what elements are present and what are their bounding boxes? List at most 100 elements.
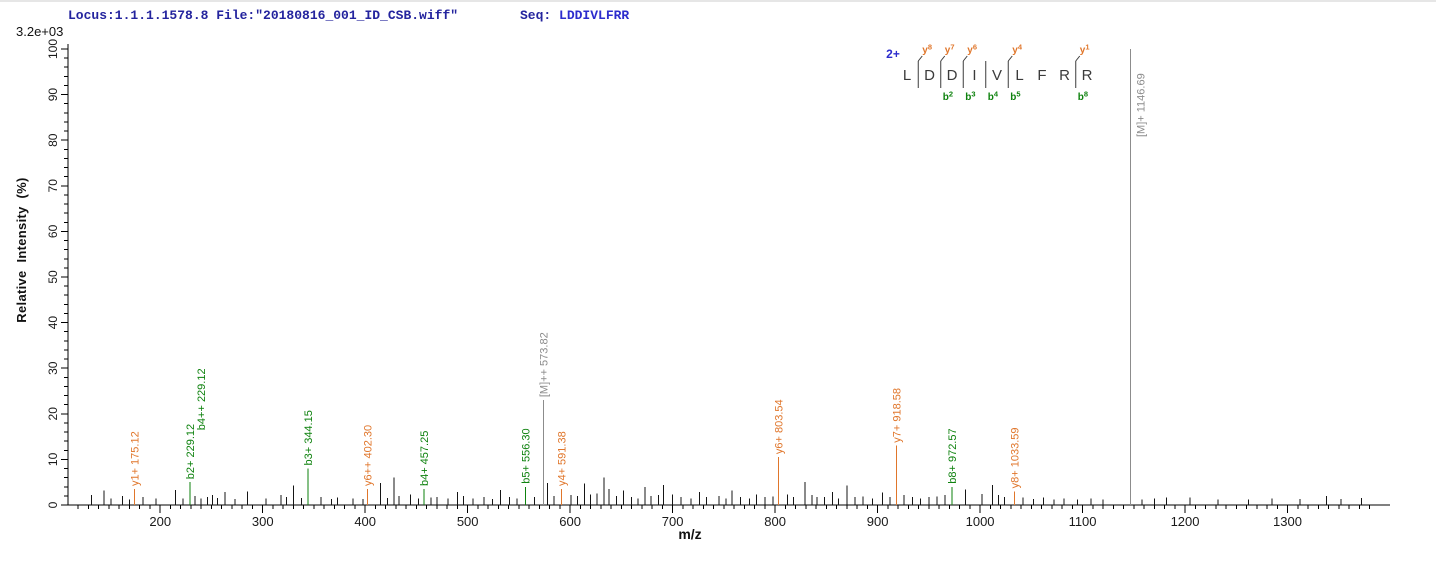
peak-label: y1+ 175.12 xyxy=(130,431,142,486)
svg-text:20: 20 xyxy=(46,407,60,421)
peak-label: b4+ 457.25 xyxy=(419,431,431,486)
svg-text:y8+ 1033.59: y8+ 1033.59 xyxy=(1010,427,1022,488)
residue-7-F: F xyxy=(1037,67,1046,84)
x-tick-label: 400 xyxy=(354,514,376,529)
svg-text:0: 0 xyxy=(46,501,60,508)
x-tick-label: 1200 xyxy=(1171,514,1200,529)
residue-2-D: D xyxy=(924,67,935,84)
y-tick-label: 0 xyxy=(46,501,60,508)
axes xyxy=(67,44,1390,506)
y-ion-label-y6: y6 xyxy=(967,43,977,57)
peak-y6-402: y6++ 402.30 xyxy=(363,425,375,505)
peak-y7-919: y7+ 918.58 xyxy=(892,388,904,505)
peak-label: y7+ 918.58 xyxy=(892,388,904,443)
x-axis-ticks xyxy=(77,505,1371,513)
y-tick-label: 10 xyxy=(46,452,60,466)
seq-prefix: Seq: xyxy=(520,8,560,23)
locus-file-label: Locus:1.1.1.1578.8 File:"20180816_001_ID… xyxy=(68,8,459,23)
y-axis-tick-labels: 0 10 20 30 40 50 60 70 80 90 100 xyxy=(46,39,60,509)
peak-M-1147: [M]+ 1146.69 xyxy=(1129,49,1147,505)
peak-b5-556: b5+ 556.30 xyxy=(520,428,532,505)
unlabeled-peaks xyxy=(91,477,1362,505)
svg-text:50: 50 xyxy=(46,270,60,284)
peak-label: [M]++ 573.82 xyxy=(538,332,550,397)
x-tick-label: 800 xyxy=(764,514,786,529)
peak-y8-1034: y8+ 1033.59 xyxy=(1010,427,1022,505)
svg-text:b3+ 344.15: b3+ 344.15 xyxy=(303,410,315,465)
svg-text:b5+ 556.30: b5+ 556.30 xyxy=(520,428,532,483)
peak-b3-344: b3+ 344.15 xyxy=(303,410,315,505)
x-tick-label: 900 xyxy=(867,514,889,529)
y-ion-label-y4: y4 xyxy=(1012,43,1023,57)
svg-text:y6+ 803.54: y6+ 803.54 xyxy=(774,399,786,454)
x-tick-label: 500 xyxy=(457,514,479,529)
peak-b8-973: b8+ 972.57 xyxy=(947,428,959,505)
y-ion-label-y1: y1 xyxy=(1080,43,1090,57)
seq-value: LDDIVLFRR xyxy=(559,8,630,23)
svg-text:[M]+ 1146.69: [M]+ 1146.69 xyxy=(1135,73,1147,137)
peak-label: y6++ 402.30 xyxy=(363,425,375,486)
x-axis-title: m/z xyxy=(678,526,702,542)
residue-1-L: L xyxy=(903,67,911,84)
peak-label: y4+ 591.38 xyxy=(556,431,568,486)
x-tick-label: 1100 xyxy=(1069,514,1097,529)
svg-text:30: 30 xyxy=(46,361,60,375)
y-ion-label-y7: y7 xyxy=(945,43,955,57)
y-ion-label-y8: y8 xyxy=(922,43,932,57)
y-tick-label: 90 xyxy=(46,88,60,102)
svg-text:40: 40 xyxy=(46,316,60,330)
svg-text:10: 10 xyxy=(46,452,60,466)
svg-text:80: 80 xyxy=(46,133,60,147)
b-ion-label-b8: b8 xyxy=(1078,90,1088,104)
peak-b4-457: b4+ 457.25 xyxy=(419,431,431,505)
x-tick-label: 600 xyxy=(559,514,581,529)
residue-6-L: L xyxy=(1015,67,1023,84)
peak-label: b3+ 344.15 xyxy=(303,410,315,465)
residue-3-D: D xyxy=(947,67,958,84)
b-ion-label-b5: b5 xyxy=(1010,90,1020,104)
y-tick-label: 100 xyxy=(46,39,60,59)
peak-label-secondary: b4++ 229.12 xyxy=(196,368,208,430)
y-axis-ticks xyxy=(61,48,68,506)
svg-text:y7+ 918.58: y7+ 918.58 xyxy=(892,388,904,443)
residue-8-R: R xyxy=(1059,67,1070,84)
peak-label: b2+ 229.12 xyxy=(185,424,197,479)
svg-text:y1+ 175.12: y1+ 175.12 xyxy=(130,431,142,486)
intensity-scale-label: 3.2e+03 xyxy=(16,24,64,39)
svg-text:70: 70 xyxy=(46,179,60,193)
svg-text:y4+ 591.38: y4+ 591.38 xyxy=(556,431,568,486)
y-tick-label: 70 xyxy=(46,179,60,193)
peak-label: y8+ 1033.59 xyxy=(1010,427,1022,488)
svg-text:b2+ 229.12: b2+ 229.12 xyxy=(185,424,197,479)
y-tick-label: 50 xyxy=(46,270,60,284)
y-tick-label: 40 xyxy=(46,316,60,330)
y-tick-label: 80 xyxy=(46,133,60,147)
x-tick-label: 700 xyxy=(662,514,684,529)
x-tick-label: 1000 xyxy=(966,514,995,529)
peak-y6-804: y6+ 803.54 xyxy=(774,399,786,505)
sequence-label: Seq: LDDIVLFRR xyxy=(520,8,629,23)
peak-label: b5+ 556.30 xyxy=(520,428,532,483)
peak-y4-591: y4+ 591.38 xyxy=(556,431,568,505)
precursor-charge-label: 2+ xyxy=(886,47,900,61)
svg-text:60: 60 xyxy=(46,224,60,238)
residue-9-R: R xyxy=(1082,67,1093,84)
x-tick-label: 1300 xyxy=(1273,514,1302,529)
peak-y1-175: y1+ 175.12 xyxy=(130,431,142,505)
x-tick-label: 300 xyxy=(252,514,274,529)
residue-4-I: I xyxy=(972,67,976,84)
peak-M-574: [M]++ 573.82 xyxy=(538,332,550,505)
svg-text:b4++ 229.12: b4++ 229.12 xyxy=(196,368,208,430)
b-ion-label-b4: b4 xyxy=(988,90,999,104)
x-axis-tick-labels: 200 300 400 500 600 700 800 900 1000 1100 1200 1300 xyxy=(149,514,1302,529)
y-tick-label: 30 xyxy=(46,361,60,375)
residue-5-V: V xyxy=(992,67,1002,84)
svg-text:100: 100 xyxy=(46,39,60,59)
b-ion-label-b3: b3 xyxy=(965,90,975,104)
peak-label: y6+ 803.54 xyxy=(774,399,786,454)
